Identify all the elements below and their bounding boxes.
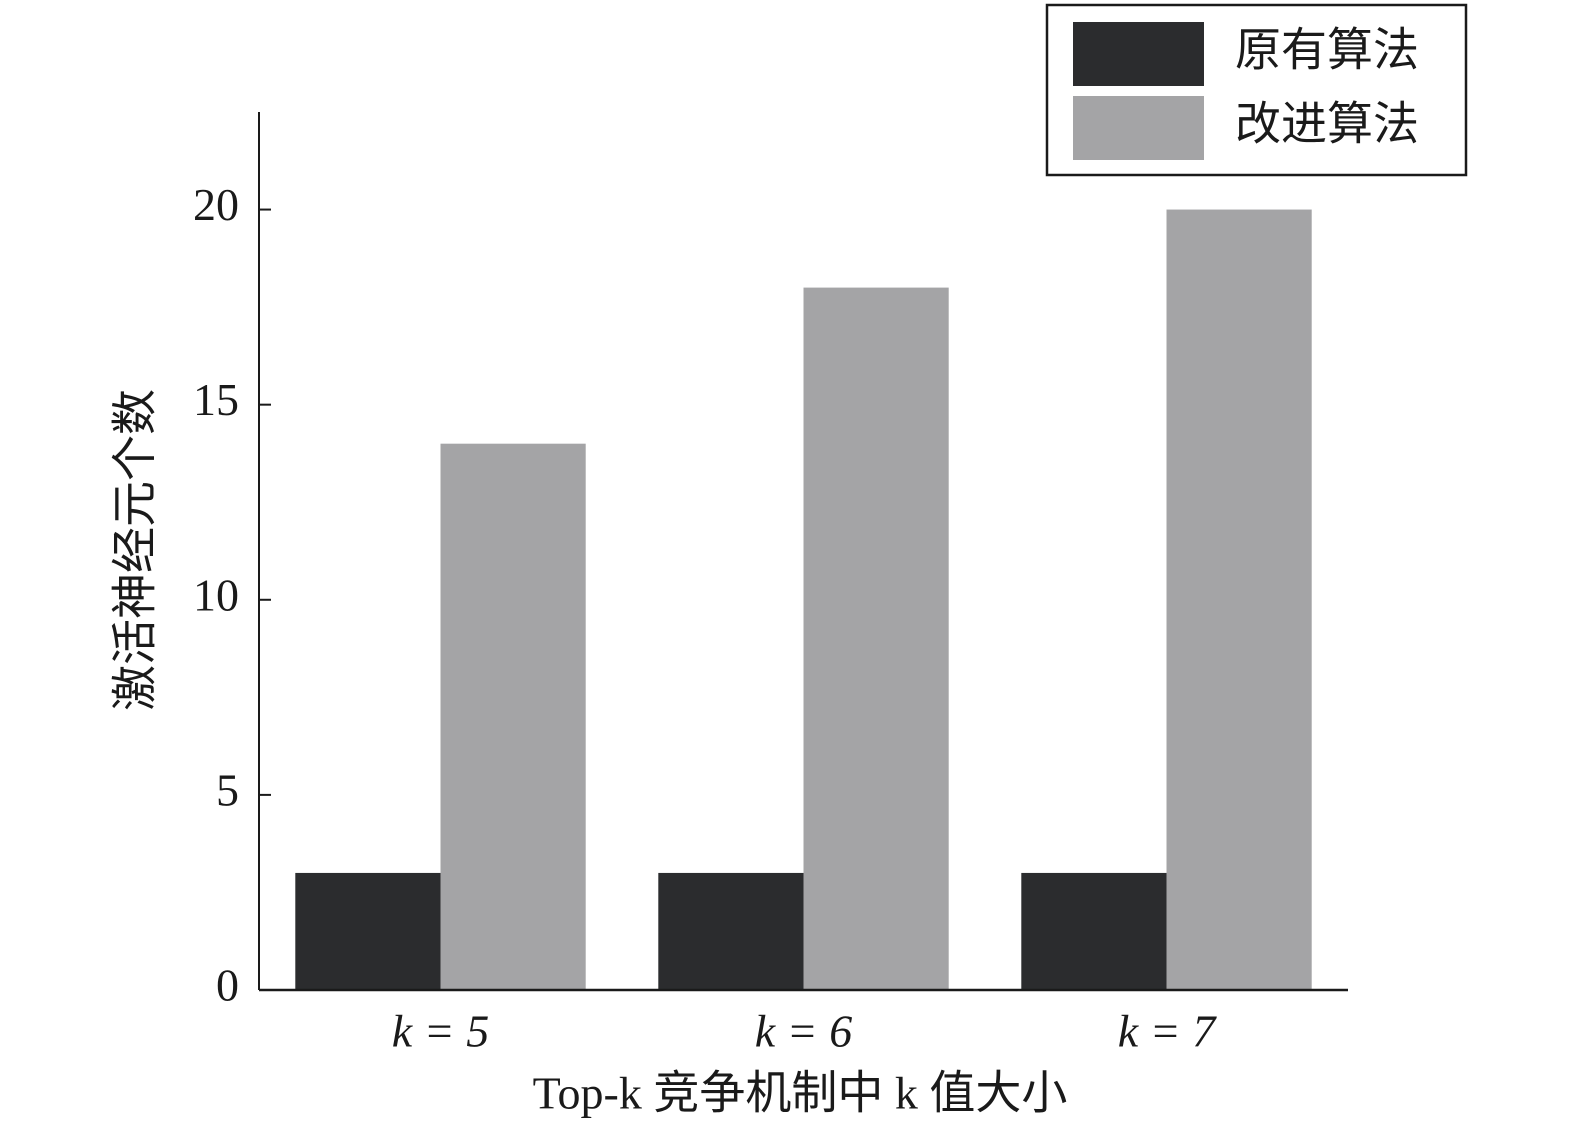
y-tick-label: 15 bbox=[193, 374, 239, 425]
legend-label: 原有算法 bbox=[1235, 25, 1419, 76]
x-tick-label: k = 6 bbox=[755, 1006, 852, 1057]
bar bbox=[440, 443, 586, 990]
legend-swatch bbox=[1073, 22, 1204, 86]
x-axis-label: Top-k 竞争机制中 k 值大小 bbox=[533, 1068, 1068, 1119]
y-tick-label: 5 bbox=[216, 764, 239, 815]
bar bbox=[295, 872, 441, 990]
legend-swatch bbox=[1073, 96, 1204, 160]
y-tick-label: 20 bbox=[193, 179, 239, 230]
legend-label: 改进算法 bbox=[1235, 99, 1419, 150]
y-tick-label: 10 bbox=[193, 569, 239, 620]
x-tick-label: k = 7 bbox=[1118, 1006, 1217, 1057]
x-tick-label: k = 5 bbox=[392, 1006, 489, 1057]
y-tick-label: 0 bbox=[216, 960, 239, 1011]
bar bbox=[803, 287, 949, 991]
bar bbox=[1166, 209, 1312, 991]
y-axis-label: 激活神经元个数 bbox=[110, 389, 161, 711]
bar bbox=[1021, 872, 1167, 990]
bar bbox=[658, 872, 804, 990]
